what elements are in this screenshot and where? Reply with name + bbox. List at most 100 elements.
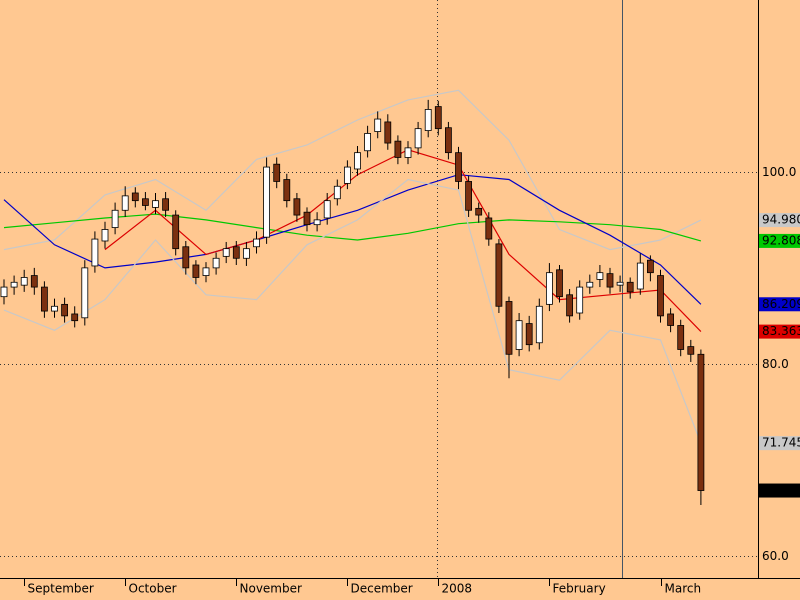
candle-body [687,346,695,355]
candle-body [303,211,311,226]
labels: 60.0 80.0 100.0 September October November Dec… [24,165,800,596]
candle-body [525,323,533,346]
candle-body [495,243,503,307]
candle-body [697,353,705,491]
candle-body [192,264,200,278]
candle-body [283,179,291,202]
candle-body [455,152,462,182]
candle-body [434,106,442,130]
candle-body [131,192,139,202]
candle-body [141,198,149,206]
value-label-box [759,297,800,312]
candle-body [61,303,68,317]
candle-body [41,286,48,312]
overlay-line [3,174,702,305]
overlays [3,89,702,444]
value-label-box [759,213,800,228]
y-tick-label: 100.0 [762,165,796,179]
candle-body [232,246,240,259]
x-tick-label: 2008 [442,582,473,596]
candle-body [30,275,38,288]
candle-body [535,305,543,344]
candle-body [636,262,644,290]
candle-body [424,109,432,131]
candle-body [606,273,614,288]
x-tick-label: September [28,582,94,596]
last-price-label: 66.81 [763,483,797,497]
overlay-line [3,89,702,251]
candle-body [263,166,271,238]
last-price-box [759,483,800,498]
candle-body [293,198,301,216]
candle-body [0,286,8,298]
value-label-box [759,436,800,451]
candle-body [647,259,654,274]
candle-body [10,281,18,288]
candle-body [91,238,99,267]
candle-body [323,200,331,219]
x-tick-label: December [351,582,413,596]
candle-body [51,305,58,312]
candle-body [253,238,260,248]
candle-body [313,219,321,226]
candle-body [121,195,129,211]
candle-body [657,275,664,317]
candle-body [394,140,402,158]
candle-body [556,269,563,298]
overlay-line [3,213,702,242]
candle-body [475,207,483,216]
candles [0,99,705,506]
candle-body [172,214,180,250]
candle-body [354,152,361,170]
x-tick-label: October [129,582,177,596]
candle-body [333,185,341,200]
value-label: 71.745 [762,436,800,450]
candle-body [222,248,230,257]
x-tick-label: March [665,582,702,596]
candle-body [546,272,553,305]
candle-body [71,313,79,322]
candle-body [485,217,493,240]
overlay-line [3,178,702,444]
y-tick-label: 60.0 [762,549,789,563]
candle-body [202,267,210,276]
candle-body [242,248,250,259]
value-label-box [759,233,800,248]
value-label: 94.980 [762,213,800,227]
candle-body [515,320,523,350]
y-tick-label: 80.0 [762,357,789,371]
candle-body [566,294,573,317]
candle-body [182,246,190,269]
candle-body [374,118,382,132]
candle-body [101,229,109,242]
candle-body [465,181,473,211]
candle-body [576,286,584,314]
candle-body [20,277,28,286]
x-tick-label: February [553,582,606,596]
candle-body [364,133,372,152]
candle-body [505,301,513,355]
candle-body [414,128,422,149]
value-label: 92.808 [762,233,800,247]
x-tick-label: November [240,582,302,596]
candle-body [404,147,412,158]
candle-body [152,200,159,208]
value-label: 86.209 [762,297,800,311]
candle-body [273,163,281,182]
candle-body [626,281,634,293]
candle-body [343,166,351,184]
candle-body [111,209,119,228]
candle-body [212,257,220,269]
candle-body [586,281,594,288]
candle-body [596,272,604,280]
value-label-box [759,324,800,339]
value-label: 83.363 [762,324,800,338]
candle-body [444,127,452,154]
candle-body [667,313,674,326]
candle-body [384,121,392,144]
candle-body [616,281,624,286]
candle-body [677,325,685,350]
candle-body [162,198,170,211]
